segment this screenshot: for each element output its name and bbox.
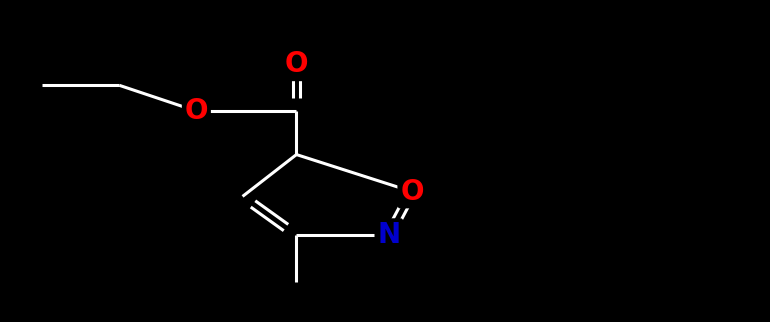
Text: O: O (185, 97, 208, 125)
Text: O: O (400, 178, 424, 205)
Text: N: N (377, 221, 400, 249)
Text: O: O (285, 51, 308, 78)
